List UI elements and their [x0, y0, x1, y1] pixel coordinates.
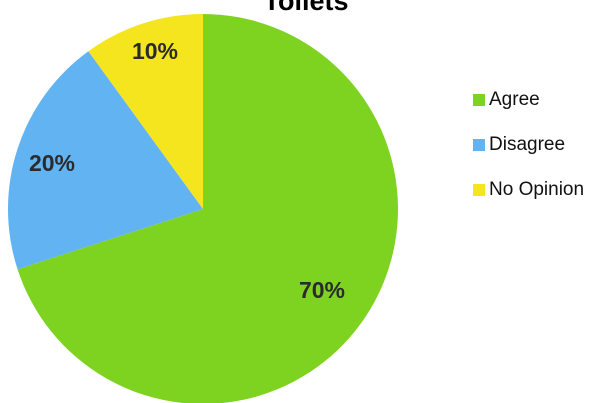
legend-item-disagree: Disagree: [473, 133, 584, 156]
legend-label: Disagree: [489, 134, 566, 155]
legend-label: Agree: [489, 89, 540, 110]
legend-item-agree: Agree: [473, 88, 584, 111]
data-label-no-opinion: 10%: [132, 38, 178, 64]
chart-title: Toilets: [263, 0, 349, 16]
pie-slice-no-opinion: [88, 13, 203, 209]
legend: Agree Disagree No Opinion: [473, 88, 584, 223]
legend-swatch: [473, 183, 485, 196]
pie-slice-disagree: [7, 51, 203, 270]
legend-swatch: [473, 93, 485, 106]
pie-slice-agree: [17, 14, 398, 403]
pie-slices: [7, 13, 398, 403]
data-label-disagree: 20%: [29, 150, 75, 176]
pie-data-labels: 70% 20% 10%: [29, 38, 345, 303]
legend-label: No Opinion: [489, 179, 585, 200]
legend-swatch: [473, 138, 485, 151]
legend-item-no-opinion: No Opinion: [473, 178, 584, 201]
data-label-agree: 70%: [299, 277, 345, 303]
